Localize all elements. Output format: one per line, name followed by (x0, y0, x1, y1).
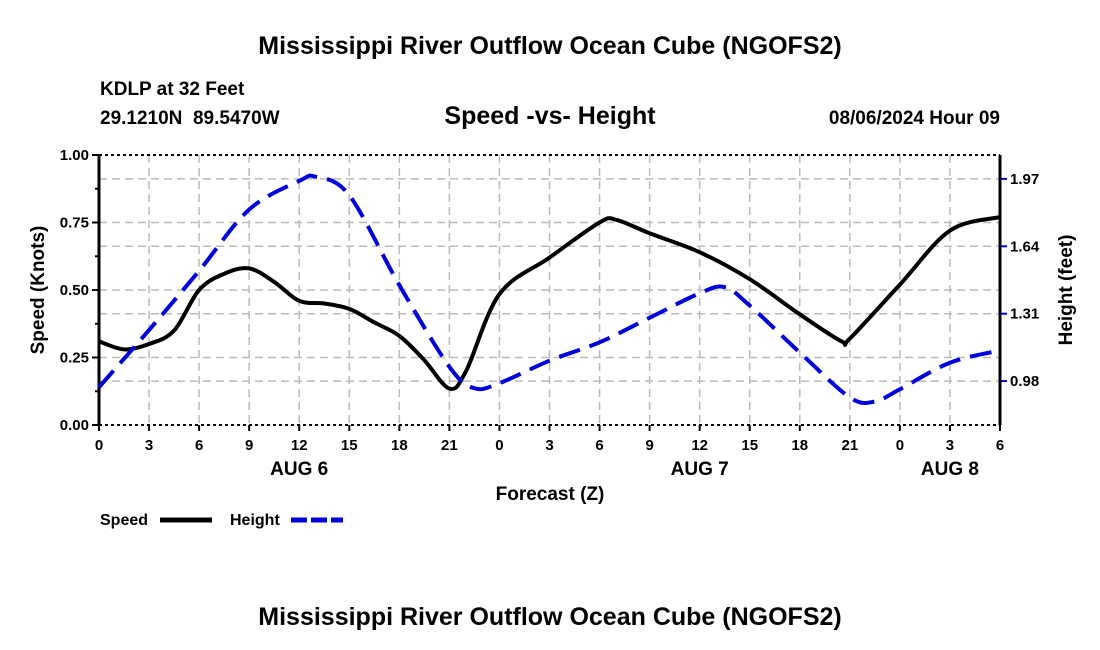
x-axis-label: Forecast (Z) (496, 484, 605, 505)
y2-tick-label: 1.31 (1010, 306, 1039, 323)
series-layer (97, 173, 1001, 406)
chart-subtitle: Speed -vs- Height (444, 102, 656, 130)
x-tick-label: 21 (841, 437, 858, 454)
y2-axis-label: Height (feet) (1056, 235, 1077, 346)
x-tick-label: 6 (996, 437, 1004, 454)
x-tick-label: 12 (291, 437, 308, 454)
x-tick-label: 0 (495, 437, 503, 454)
legend: Speed Height (100, 512, 343, 529)
x-tick-label: 0 (95, 437, 103, 454)
x-tick-label: 0 (896, 437, 904, 454)
location-label: 29.1210N 89.5470W (100, 108, 280, 129)
speed-line (98, 215, 1001, 391)
datetime-label: 08/06/2024 Hour 09 (829, 108, 1000, 129)
tick-labels: 0 3 6 9 12 15 18 21 0 3 6 9 12 15 18 21 0 3 6 0.00 0.25 0.50 0… (60, 147, 1040, 480)
x-tick-label: 6 (195, 437, 203, 454)
x-tick-label: 6 (595, 437, 603, 454)
y-tick-label: 1.00 (60, 147, 89, 164)
chart-title: Mississippi River Outflow Ocean Cube (NG… (258, 32, 841, 60)
x-tick-label: 12 (691, 437, 708, 454)
date-label: AUG 8 (921, 459, 979, 480)
x-tick-label: 15 (741, 437, 758, 454)
y2-tick-label: 1.64 (1010, 238, 1040, 255)
legend-height-label: Height (230, 512, 280, 529)
footer-title: Mississippi River Outflow Ocean Cube (NG… (258, 603, 841, 631)
x-tick-label: 18 (791, 437, 808, 454)
y-tick-label: 0.00 (60, 417, 89, 434)
station-label: KDLP at 32 Feet (100, 79, 245, 100)
axes (92, 154, 1007, 431)
date-label: AUG 6 (270, 459, 328, 480)
y-tick-label: 0.25 (60, 350, 89, 367)
x-tick-label: 3 (545, 437, 553, 454)
x-tick-label: 18 (391, 437, 408, 454)
date-label: AUG 7 (671, 459, 729, 480)
y-tick-label: 0.50 (60, 282, 89, 299)
x-tick-label: 3 (946, 437, 954, 454)
height-line (97, 173, 1001, 406)
y2-tick-label: 0.98 (1010, 373, 1039, 390)
x-tick-label: 9 (245, 437, 253, 454)
y-tick-label: 0.75 (60, 215, 89, 232)
grid (99, 155, 1000, 425)
y-axis-label: Speed (Knots) (28, 226, 49, 355)
x-tick-label: 9 (645, 437, 653, 454)
x-tick-label: 21 (441, 437, 458, 454)
x-tick-label: 15 (341, 437, 358, 454)
legend-speed-label: Speed (100, 512, 148, 529)
y2-tick-label: 1.97 (1010, 171, 1039, 188)
x-tick-label: 3 (145, 437, 153, 454)
